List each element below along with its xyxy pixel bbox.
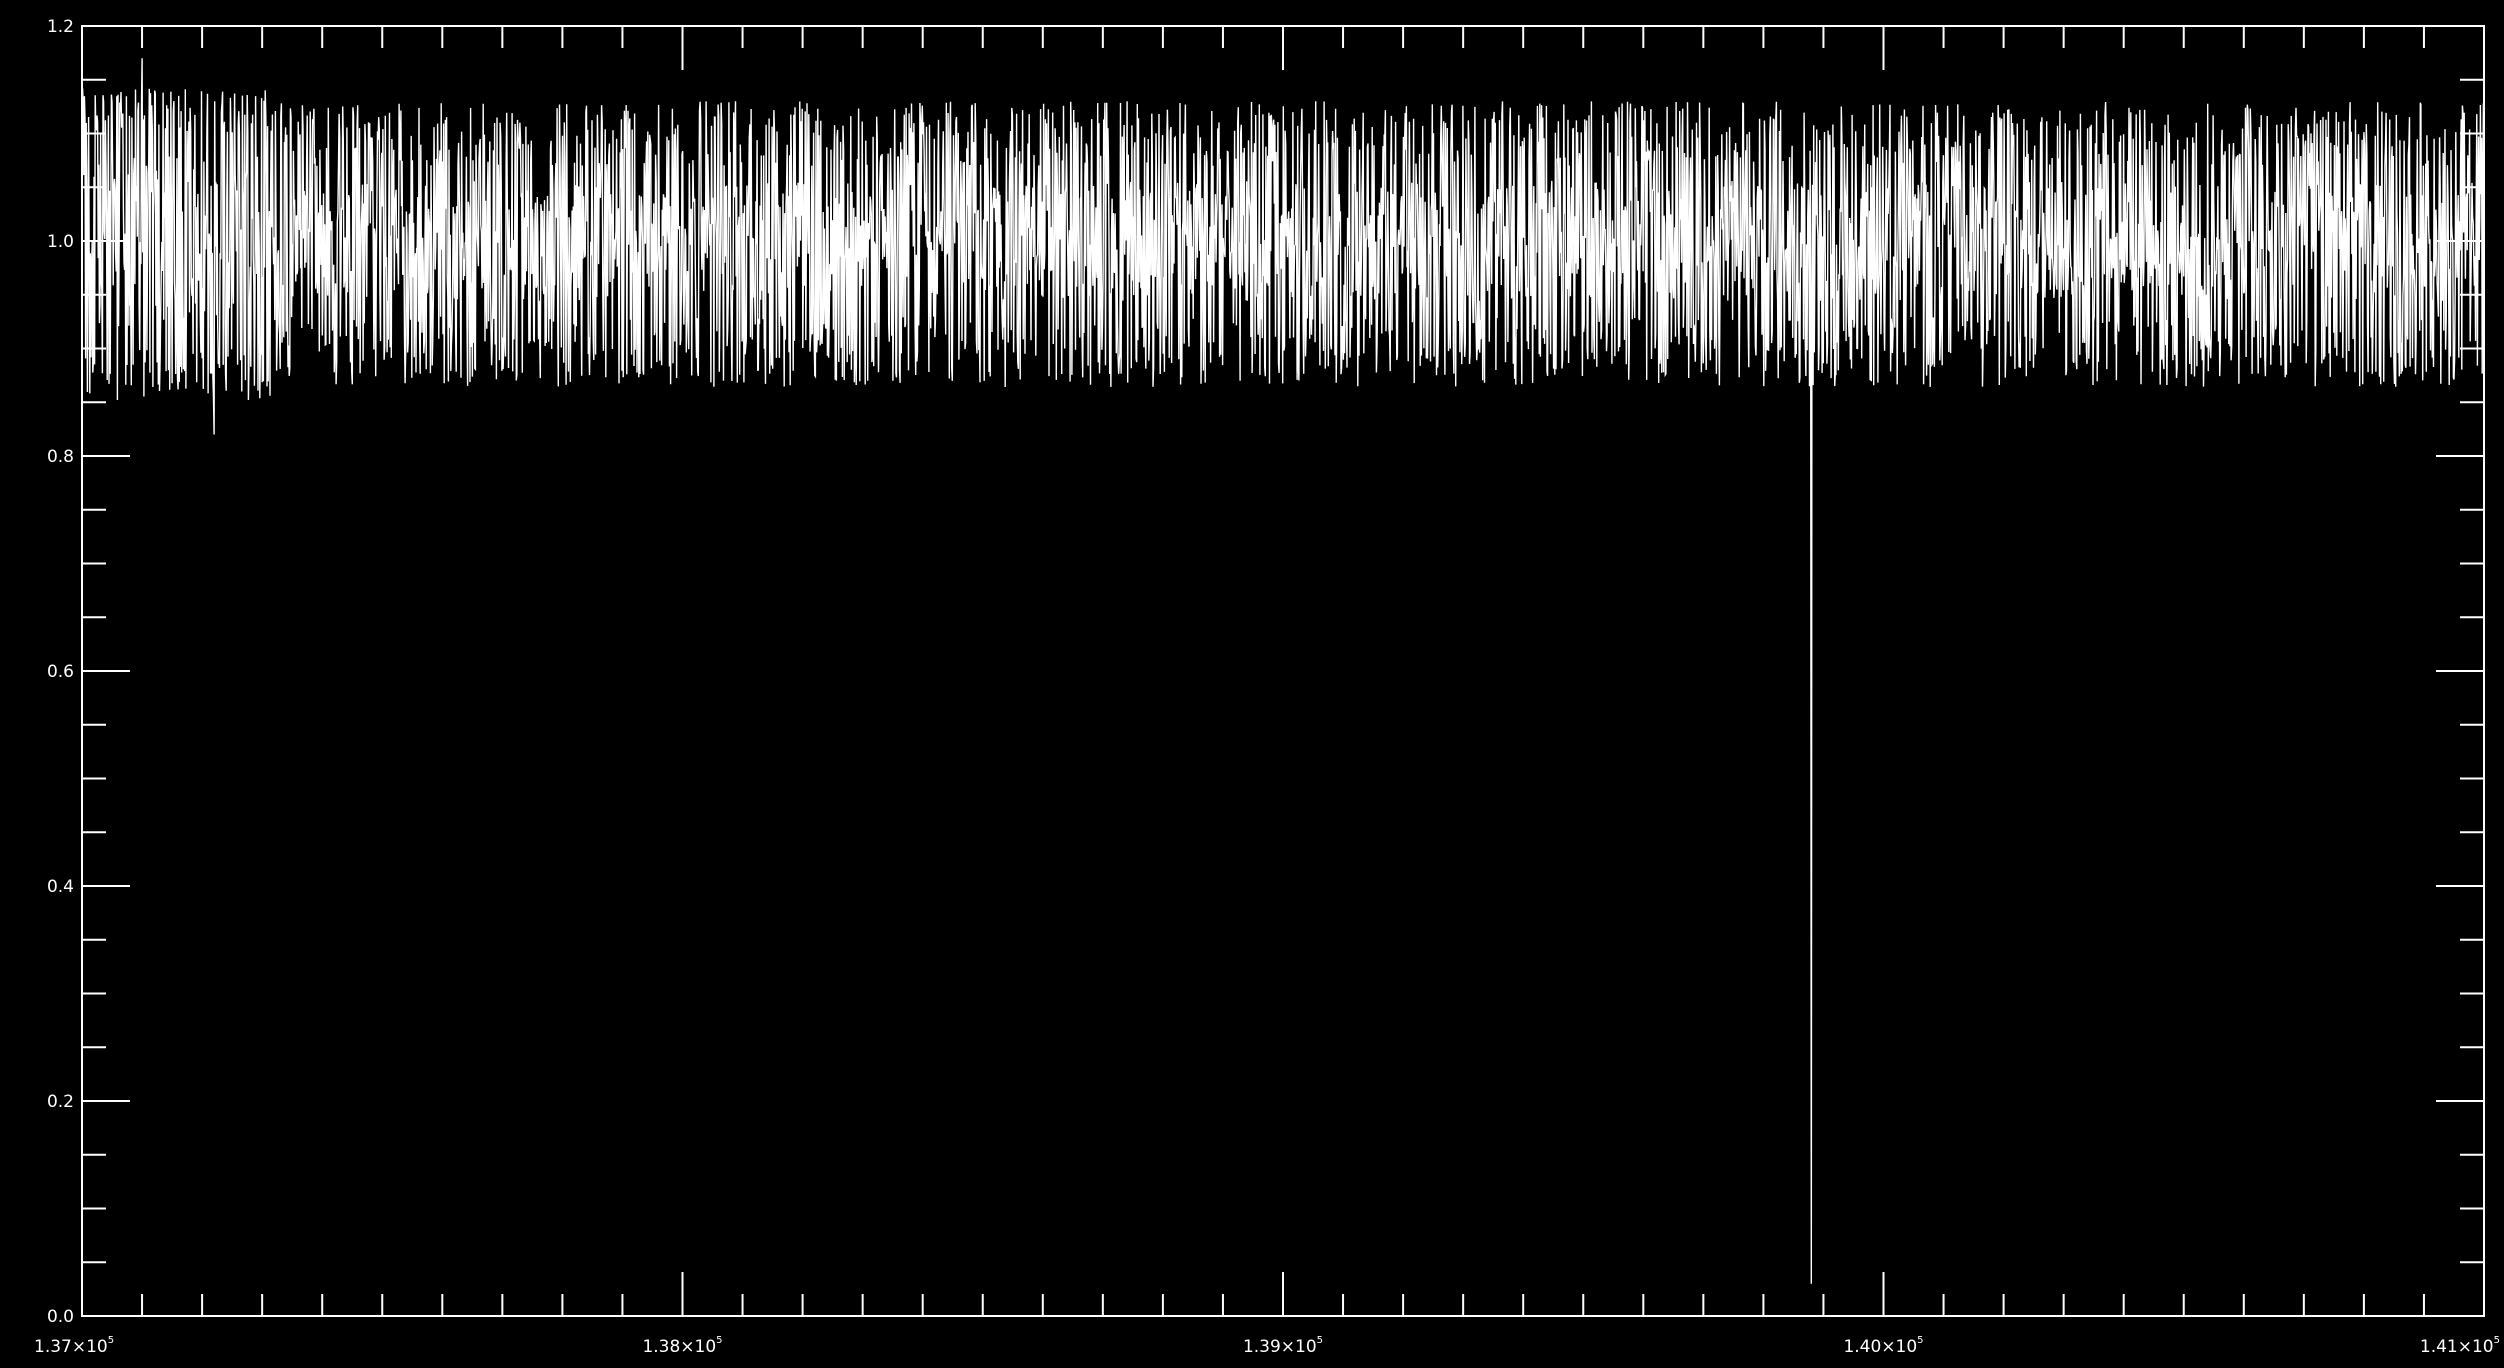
axes-layer [81,25,2485,1317]
tick-labels-layer: 0.00.20.40.60.81.01.21.37×105 1.38×105 1.3… [34,17,2500,1357]
y-tick-label: 0.0 [47,1307,74,1327]
x-tick-mantissa: 1.37×10 [34,1337,108,1357]
y-tick-label: 0.8 [47,447,74,467]
x-tick-exponent: 5 [108,1335,114,1346]
x-tick-exponent: 5 [1917,1335,1923,1346]
x-tick-exponent: 5 [716,1335,722,1346]
spectrum-line [81,58,2485,1284]
x-tick-label: 1.40×105 [1843,1335,1923,1357]
y-tick-label: 0.2 [47,1092,74,1112]
y-tick-label: 0.4 [47,877,74,897]
x-tick-label: 1.37×105 [34,1335,114,1357]
y-tick-label: 0.6 [47,662,74,682]
y-tick-label: 1.2 [47,17,74,37]
series-layer [81,58,2485,1284]
x-tick-label: 1.38×105 [642,1335,722,1357]
x-tick-label: 1.41×105 [2420,1335,2500,1357]
x-tick-mantissa: 1.41×10 [2420,1337,2494,1357]
x-tick-mantissa: 1.39×10 [1243,1337,1317,1357]
x-tick-mantissa: 1.40×10 [1843,1337,1917,1357]
x-tick-label: 1.39×105 [1243,1335,1323,1357]
x-tick-mantissa: 1.38×10 [642,1337,716,1357]
x-tick-exponent: 5 [2494,1335,2500,1346]
y-tick-label: 1.0 [47,232,74,252]
x-tick-exponent: 5 [1317,1335,1323,1346]
